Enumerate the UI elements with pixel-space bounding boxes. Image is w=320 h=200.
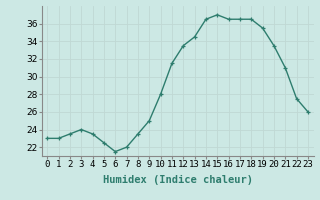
- X-axis label: Humidex (Indice chaleur): Humidex (Indice chaleur): [103, 175, 252, 185]
